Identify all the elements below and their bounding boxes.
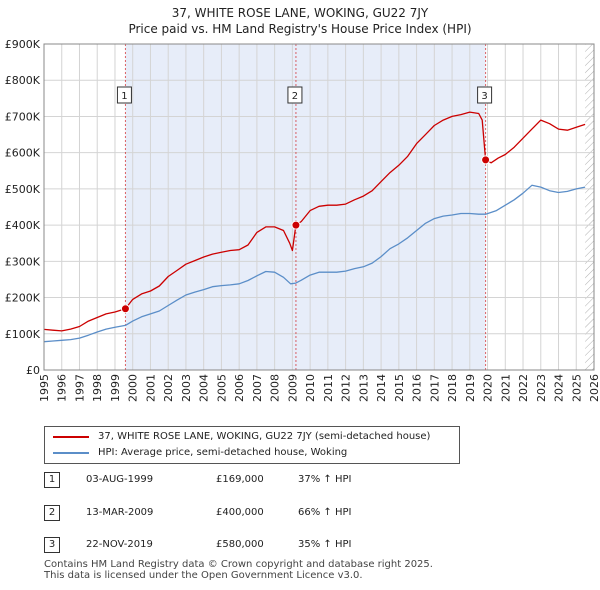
sale-marker-label: 3 <box>481 91 487 102</box>
x-tick-label: 2019 <box>464 374 477 402</box>
y-tick-label: £100K <box>5 328 41 341</box>
hpi-line <box>43 184 586 343</box>
y-tick-label: £700K <box>5 110 41 123</box>
sale-number-badge: 1 <box>44 472 60 488</box>
x-tick-label: 2018 <box>446 374 459 402</box>
plot-border <box>43 43 595 371</box>
sale-marker-label: 2 <box>292 91 298 102</box>
x-tick-label: 1998 <box>91 374 104 402</box>
y-tick-label: £900K <box>5 38 41 51</box>
x-tick-label: 2000 <box>127 374 140 402</box>
x-tick-label: 1997 <box>73 374 86 402</box>
footer: Contains HM Land Registry data © Crown c… <box>44 559 433 581</box>
legend-label-hpi: HPI: Average price, semi-detached house,… <box>98 447 348 458</box>
legend-label-property: 37, WHITE ROSE LANE, WOKING, GU22 7JY (s… <box>98 431 431 442</box>
sale-date: 22-NOV-2019 <box>86 539 153 550</box>
legend-swatch-hpi <box>53 452 89 454</box>
table-row: 2 13-MAR-2009 £400,000 66% ↑ HPI <box>44 505 404 523</box>
footer-licence: This data is licensed under the Open Gov… <box>44 570 363 581</box>
sale-number-badge: 3 <box>44 537 60 553</box>
x-tick-label: 1996 <box>56 374 69 402</box>
sale-price: £169,000 <box>216 474 264 485</box>
sale-marker-label: 1 <box>121 91 127 102</box>
table-row: 3 22-NOV-2019 £580,000 35% ↑ HPI <box>44 537 404 555</box>
sale-point <box>120 304 130 314</box>
x-tick-label: 2026 <box>588 374 600 402</box>
y-tick-label: £200K <box>5 292 41 305</box>
x-tick-label: 2006 <box>233 374 246 402</box>
x-tick-label: 2003 <box>180 374 193 402</box>
x-tick-label: 2015 <box>393 374 406 402</box>
table-row: 1 03-AUG-1999 £169,000 37% ↑ HPI <box>44 472 404 490</box>
legend-item-hpi: HPI: Average price, semi-detached house,… <box>53 446 347 460</box>
x-tick-label: 1995 <box>38 374 51 402</box>
legend: 37, WHITE ROSE LANE, WOKING, GU22 7JY (s… <box>44 426 460 464</box>
x-tick-label: 2023 <box>535 374 548 402</box>
x-tick-label: 2008 <box>269 374 282 402</box>
x-tick-label: 2021 <box>499 374 512 402</box>
price-chart: 1 2 3 £0 £100K £200K £300K £400K £500K £600K £700K… <box>5 38 600 402</box>
x-tick-label: 2025 <box>570 374 583 402</box>
x-tick-label: 2020 <box>482 374 495 402</box>
sale-price: £400,000 <box>216 507 264 518</box>
sale-hpi-change: 35% ↑ HPI <box>298 539 352 550</box>
y-tick-label: £600K <box>5 147 41 160</box>
x-tick-label: 2017 <box>428 374 441 402</box>
property-price-line <box>43 111 586 332</box>
sale-hpi-change: 37% ↑ HPI <box>298 474 352 485</box>
forecast-hatch <box>585 44 594 370</box>
x-tick-label: 2001 <box>144 374 157 402</box>
x-tick-label: 2002 <box>162 374 175 402</box>
x-tick-label: 2010 <box>304 374 317 402</box>
chart-title: 37, WHITE ROSE LANE, WOKING, GU22 7JY <box>171 6 429 20</box>
x-tick-label: 2016 <box>411 374 424 402</box>
x-tick-label: 2005 <box>215 374 228 402</box>
x-tick-label: 2007 <box>251 374 264 402</box>
x-tick-label: 2012 <box>340 374 353 402</box>
sale-hpi-change: 66% ↑ HPI <box>298 507 352 518</box>
x-tick-label: 2024 <box>553 374 566 402</box>
x-tick-label: 1999 <box>109 374 122 402</box>
sale-point <box>291 220 301 230</box>
y-tick-label: £400K <box>5 219 41 232</box>
sale-point <box>481 155 491 165</box>
legend-item-property: 37, WHITE ROSE LANE, WOKING, GU22 7JY (s… <box>53 430 430 444</box>
sale-number-badge: 2 <box>44 505 60 521</box>
sale-marker-box <box>116 86 132 104</box>
chart-subtitle: Price paid vs. HM Land Registry's House … <box>128 22 472 36</box>
sale-marker-box <box>477 86 493 104</box>
x-tick-label: 2013 <box>357 374 370 402</box>
x-tick-label: 2009 <box>286 374 299 402</box>
x-tick-label: 2022 <box>517 374 530 402</box>
ownership-band <box>125 44 486 370</box>
y-tick-label: £800K <box>5 74 41 87</box>
legend-swatch-property <box>53 436 89 438</box>
y-tick-label: £0 <box>26 364 40 377</box>
sale-date: 03-AUG-1999 <box>86 474 154 485</box>
x-tick-label: 2004 <box>198 374 211 402</box>
sale-marker-box <box>287 86 303 104</box>
y-tick-label: £500K <box>5 183 41 196</box>
x-tick-label: 2011 <box>322 374 335 402</box>
sale-date: 13-MAR-2009 <box>86 507 154 518</box>
sale-price: £580,000 <box>216 539 264 550</box>
footer-copyright: Contains HM Land Registry data © Crown c… <box>44 559 433 570</box>
x-tick-label: 2014 <box>375 374 388 402</box>
y-tick-label: £300K <box>5 255 41 268</box>
